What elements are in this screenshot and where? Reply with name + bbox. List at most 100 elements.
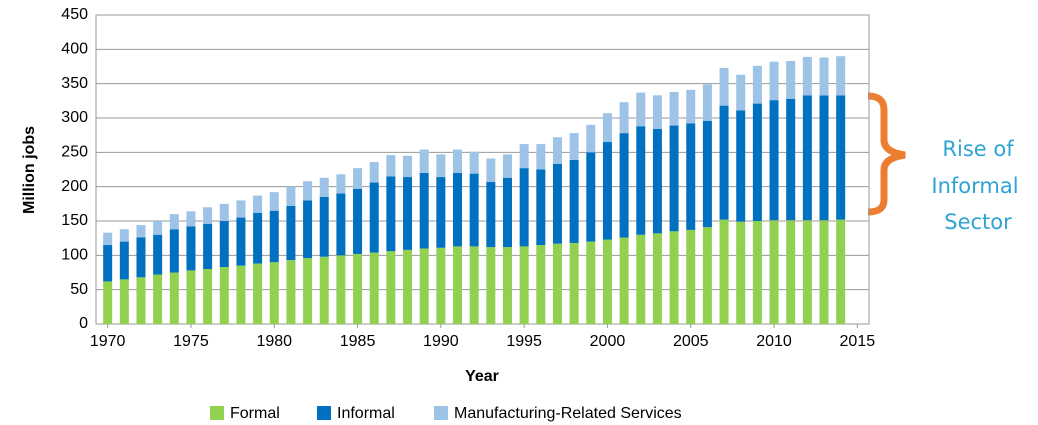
y-axis-label: Million jobs — [21, 126, 38, 214]
y-tick-label: 250 — [61, 144, 88, 161]
bar-segment — [286, 186, 296, 206]
y-tick-label: 150 — [61, 212, 88, 229]
bar-segment — [836, 219, 846, 324]
bar-segment — [552, 164, 562, 244]
bar-segment — [519, 144, 529, 169]
bar-segment — [786, 61, 796, 99]
bar-segment — [536, 144, 546, 170]
bar-segment — [253, 195, 263, 213]
bar-segment — [219, 221, 229, 268]
bar-segment — [502, 154, 512, 178]
bar-segment — [619, 133, 629, 238]
bar-segment — [386, 155, 396, 177]
bar-segment — [686, 229, 696, 324]
bar-segment — [586, 152, 596, 242]
bar-segment — [103, 281, 113, 324]
x-tick-label: 1975 — [173, 333, 209, 350]
bar-segment — [186, 211, 196, 227]
bar-segment — [336, 193, 346, 256]
bar-segment — [269, 262, 279, 324]
bar-segment — [103, 245, 113, 282]
bar-segment — [486, 181, 496, 248]
bar-segment — [219, 267, 229, 324]
bar-segment — [436, 154, 446, 178]
bar-segment — [769, 220, 779, 324]
bar-segment — [386, 251, 396, 324]
bar-segment — [536, 169, 546, 246]
bar-segment — [253, 212, 263, 264]
bar-segment — [336, 174, 346, 194]
bracket — [867, 92, 906, 216]
bar-segment — [286, 260, 296, 324]
bar-segment — [586, 241, 596, 324]
bar-segment — [453, 149, 463, 173]
bar-segment — [153, 274, 163, 324]
x-tick-label: 2000 — [590, 333, 626, 350]
bar-segment — [319, 177, 329, 197]
y-tick-label: 400 — [61, 41, 88, 58]
bar-segment — [203, 223, 213, 270]
bar-segment — [453, 172, 463, 247]
bar-segment — [119, 229, 129, 242]
x-tick-label: 2015 — [840, 333, 876, 350]
y-tick-label: 50 — [70, 281, 88, 298]
bar-segment — [403, 249, 413, 324]
bar-segment — [752, 103, 762, 221]
bar-segment — [819, 57, 829, 96]
x-tick-label: 2005 — [673, 333, 709, 350]
bar-segment — [586, 124, 596, 153]
bar-segment — [269, 192, 279, 211]
bar-segment — [786, 98, 796, 221]
bar-segment — [686, 123, 696, 230]
legend-swatch — [210, 406, 224, 420]
bar-segment — [702, 84, 712, 121]
y-tick-label: 450 — [61, 6, 88, 23]
bar-segment — [369, 182, 379, 253]
bar-segment — [836, 56, 846, 96]
bar-segment — [319, 256, 329, 324]
bar-segment — [203, 269, 213, 324]
bar-segment — [819, 220, 829, 324]
bar-segment — [786, 220, 796, 324]
bar-segment — [236, 265, 246, 324]
bar-segment — [619, 237, 629, 324]
bar-segment — [719, 67, 729, 106]
bar-segment — [153, 221, 163, 235]
bar-segment — [419, 149, 429, 173]
bar-segment — [752, 221, 762, 324]
y-tick-label: 350 — [61, 75, 88, 92]
bar-segment — [136, 237, 146, 278]
bar-segment — [702, 227, 712, 324]
bar-segment — [303, 200, 313, 259]
bar-segment — [802, 95, 812, 221]
bar-segment — [636, 92, 646, 127]
bar-segment — [736, 110, 746, 222]
bar-segment — [519, 246, 529, 324]
bar-segment — [353, 253, 363, 324]
annotation: Informal — [931, 174, 1018, 198]
bar-segment — [236, 217, 246, 266]
bar-segment — [436, 247, 446, 324]
bar-segment — [419, 248, 429, 324]
bar-segment — [602, 239, 612, 324]
y-tick-label: 200 — [61, 178, 88, 195]
bar-segment — [353, 168, 363, 189]
x-axis-label: Year — [465, 368, 499, 385]
bar-segment — [386, 176, 396, 252]
annotation: Rise of — [942, 137, 1014, 161]
bar-segment — [136, 225, 146, 238]
bar-segment — [802, 220, 812, 324]
bar-segment — [552, 243, 562, 324]
bar-segment — [169, 214, 179, 230]
bar-segment — [453, 246, 463, 324]
legend-label: Manufacturing-Related Services — [454, 405, 682, 422]
legend-label: Formal — [230, 405, 280, 422]
bar-segment — [403, 155, 413, 178]
bar-segment — [519, 168, 529, 247]
bar-segment — [153, 234, 163, 275]
bar-segment — [652, 233, 662, 324]
bar-segment — [186, 226, 196, 271]
bar-segment — [536, 245, 546, 324]
y-tick-label: 300 — [61, 109, 88, 126]
bar-segment — [702, 120, 712, 228]
